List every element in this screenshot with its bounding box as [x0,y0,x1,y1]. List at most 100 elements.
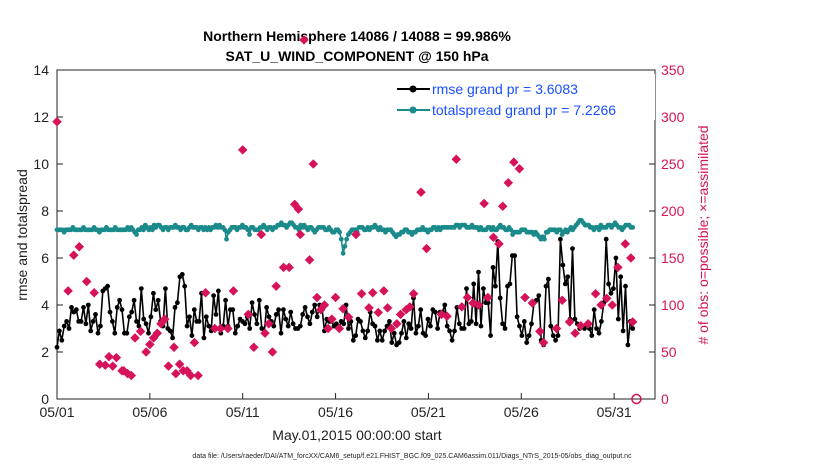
y-axis-right-label: # of obs: o=possible; ×=assimilated [695,125,711,344]
rmse-point [264,305,269,310]
obs_assimilated-marker [442,311,452,322]
rmse-point [69,305,74,310]
totalspread-point [340,250,346,256]
y-right-tick-label: 0 [661,391,669,407]
y-left-tick-label: 12 [33,109,49,125]
rmse-point [175,300,180,306]
rmse-point [196,319,202,324]
rmse-point [502,326,508,331]
rmse-point [112,330,118,336]
obs_assimilated-marker [308,159,319,169]
rmse-point [172,305,178,310]
rmse-point [625,342,631,348]
rmse-point [490,265,496,270]
x-tick-label: 05/31 [597,404,632,420]
obs_assimilated-marker [63,286,73,296]
legend: rmse grand pr = 3.6083 totalspread grand… [393,74,655,120]
totalspread-point [224,236,229,242]
totalspread-point [342,243,348,249]
rmse-point [182,283,188,289]
obs_assimilated-marker [421,243,432,254]
totalspread-point [150,227,155,233]
legend-spread-label: totalspread grand pr = 7.2266 [432,102,616,118]
obs_assimilated-marker [312,292,322,303]
obs_assimilated-marker [163,361,174,371]
rmse-point [620,328,626,334]
rmse-point [399,330,404,336]
rmse-point [594,326,599,331]
x-tick-label: 05/11 [226,404,260,420]
rmse-point [365,328,371,334]
rmse-point [107,309,113,315]
rmse-point [290,321,296,327]
legend-rmse-label: rmse grand pr = 3.6083 [432,81,578,97]
obs_assimilated-marker [627,317,638,327]
totalspread-point [337,229,342,235]
rmse-point [64,319,69,324]
x-axis: 05/01 05/06 05/11 05/16 05/21 05/26 05/31 [39,393,632,420]
obs_assimilated-marker [527,298,538,308]
obs_assimilated-marker [260,328,270,339]
rmse-point [57,328,62,334]
obs_assimilated-marker [327,314,337,324]
rmse-point [151,290,156,296]
rmse-point [418,307,424,313]
rmse-point [281,307,286,313]
rmse-point [302,305,308,310]
rmse-point [497,295,503,301]
rmse-point [73,307,79,313]
obs_assimilated-marker [601,293,612,304]
rmse-point [83,321,89,327]
totalspread-point [141,227,146,233]
obs_assimilated-marker [351,229,361,240]
rmse-point [372,323,378,329]
obs_assimilated-marker [451,154,462,165]
x-tick-label: 05/21 [411,404,446,420]
obs_assimilated-marker [295,229,306,240]
rmse-point [360,328,366,334]
obs_assimilated-marker [538,337,549,348]
obs_assimilated-marker [304,255,315,265]
obs_assimilated-marker [514,163,525,174]
obs_assimilated-marker [334,323,345,334]
rmse-point [428,323,433,329]
y-left-tick-label: 8 [41,203,49,219]
obs_assimilated-marker [408,288,419,299]
rmse-point [456,321,462,327]
obs_assimilated-marker [497,201,508,212]
obs_assimilated-marker [267,347,278,357]
rmse-point [126,314,132,320]
obs_assimilated-marker [330,292,341,303]
rmse-point [589,333,595,338]
rmse-point [346,326,351,331]
legend-spread-marker [409,106,417,114]
obs_assimilated-marker [405,302,415,312]
rmse-point [114,305,120,310]
obs_assimilated-marker [189,337,200,348]
obs_assimilated-marker [119,365,129,376]
obs_assimilated-marker [473,300,484,310]
obs_assimilated-marker [293,204,304,214]
rmse-point [187,314,192,320]
rmse-point [247,326,253,331]
rmse-point [560,262,566,268]
obs_assimilated-marker [479,198,489,209]
obs_assimilated-marker [111,352,122,363]
y-right-tick-label: 50 [661,344,677,360]
x-tick-label: 05/06 [132,404,167,420]
rmse-point [389,340,395,345]
obs_possible_zero-marker [631,393,642,405]
obs_assimilated-marker [263,318,274,329]
rmse-point [493,283,498,289]
rmse-point [242,321,248,327]
obs_assimilated-marker [319,300,330,310]
obs_assimilated-marker [135,326,146,337]
rmse-point [413,330,419,336]
y-left-tick-label: 6 [41,250,49,266]
obs_assimilated-marker [243,309,254,320]
obs_assimilated-marker [299,35,309,45]
rmse-point [565,274,571,280]
x-tick-label: 05/16 [318,404,353,420]
y-right-tick-label: 100 [661,297,685,313]
